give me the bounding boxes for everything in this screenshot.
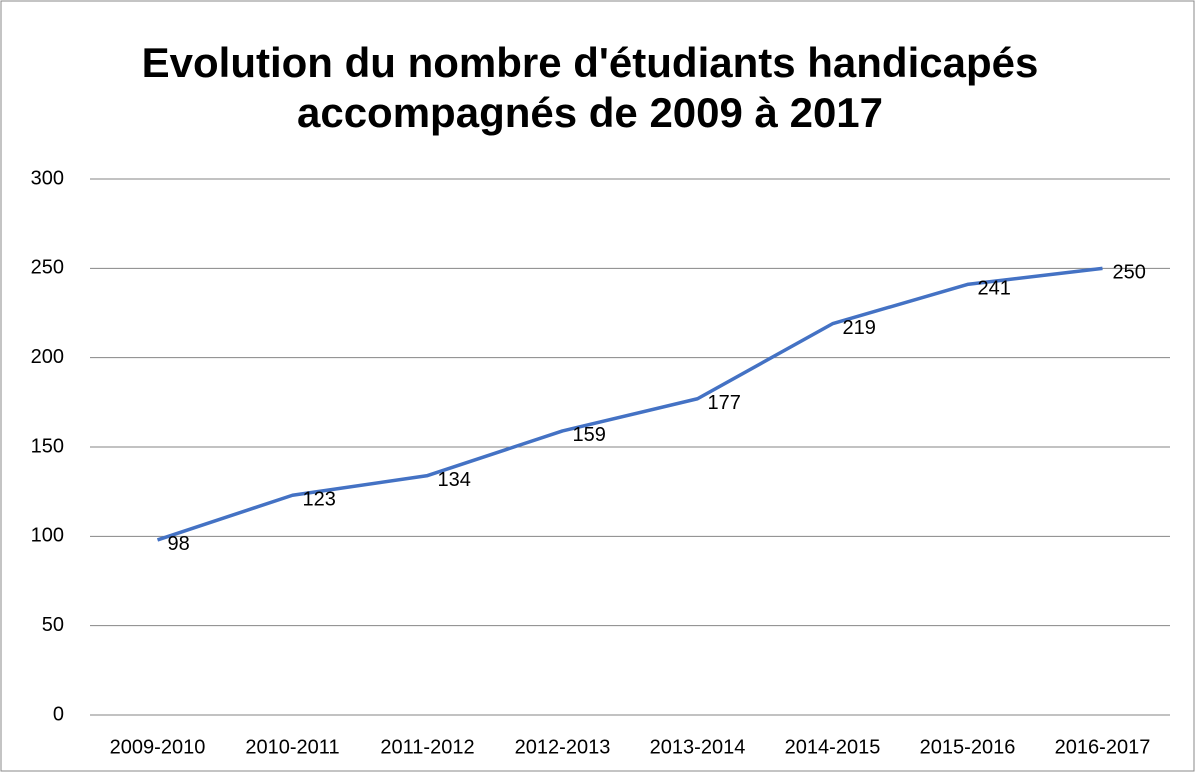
y-tick-label: 50 (42, 614, 64, 636)
data-label: 98 (168, 533, 190, 555)
y-tick-label: 300 (31, 167, 64, 189)
data-label: 219 (843, 317, 876, 339)
data-label: 134 (438, 469, 471, 491)
x-tick-label: 2011-2012 (380, 736, 474, 758)
x-tick-label: 2014-2015 (785, 736, 881, 758)
x-tick-label: 2010-2011 (245, 736, 339, 758)
data-label: 177 (708, 392, 741, 414)
x-tick-label: 2016-2017 (1055, 736, 1151, 758)
x-tick-label: 2015-2016 (920, 736, 1016, 758)
chart-title: Evolution du nombre d'étudiants handicap… (141, 39, 1039, 136)
data-label: 241 (978, 278, 1011, 300)
y-tick-label: 250 (31, 257, 64, 279)
line-series (156, 266, 1103, 542)
x-tick-label: 2009-2010 (110, 736, 206, 758)
x-tick-label: 2013-2014 (650, 736, 746, 758)
x-tick-label: 2012-2013 (515, 736, 611, 758)
data-label: 159 (573, 424, 606, 446)
data-label: 123 (303, 489, 336, 511)
y-tick-label: 150 (31, 435, 64, 457)
y-tick-label: 100 (31, 525, 64, 547)
data-label: 250 (1113, 262, 1146, 284)
y-tick-label: 0 (53, 703, 64, 725)
y-tick-label: 200 (31, 346, 64, 368)
